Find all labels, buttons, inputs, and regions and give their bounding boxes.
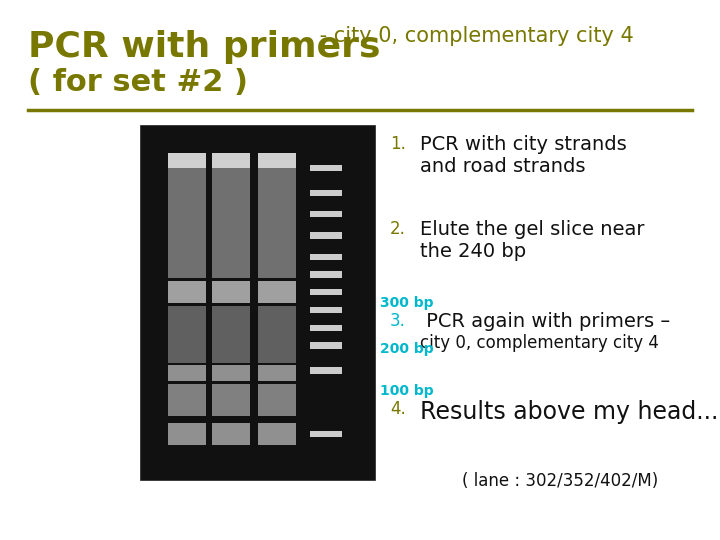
FancyBboxPatch shape bbox=[168, 364, 206, 381]
FancyBboxPatch shape bbox=[212, 153, 250, 167]
FancyBboxPatch shape bbox=[168, 281, 206, 302]
FancyBboxPatch shape bbox=[310, 431, 342, 437]
Text: 1.: 1. bbox=[390, 135, 406, 153]
FancyBboxPatch shape bbox=[258, 281, 296, 302]
Text: Elute the gel slice near: Elute the gel slice near bbox=[420, 220, 644, 239]
Text: 2.: 2. bbox=[390, 220, 406, 238]
FancyBboxPatch shape bbox=[212, 384, 250, 416]
Text: city 0, complementary city 4: city 0, complementary city 4 bbox=[420, 334, 659, 353]
FancyBboxPatch shape bbox=[168, 167, 206, 278]
FancyBboxPatch shape bbox=[310, 325, 342, 331]
Text: the 240 bp: the 240 bp bbox=[420, 242, 526, 261]
FancyBboxPatch shape bbox=[310, 190, 342, 196]
FancyBboxPatch shape bbox=[310, 211, 342, 217]
Text: 100 bp: 100 bp bbox=[380, 384, 433, 399]
FancyBboxPatch shape bbox=[212, 364, 250, 381]
Text: 4.: 4. bbox=[390, 400, 406, 418]
FancyBboxPatch shape bbox=[168, 306, 206, 363]
FancyBboxPatch shape bbox=[258, 364, 296, 381]
Text: and road strands: and road strands bbox=[420, 157, 585, 177]
Text: PCR again with primers –: PCR again with primers – bbox=[420, 312, 670, 331]
FancyBboxPatch shape bbox=[258, 423, 296, 444]
FancyBboxPatch shape bbox=[258, 384, 296, 416]
Text: ( for set #2 ): ( for set #2 ) bbox=[28, 68, 248, 97]
Text: 200 bp: 200 bp bbox=[380, 342, 433, 356]
FancyBboxPatch shape bbox=[310, 342, 342, 349]
FancyBboxPatch shape bbox=[258, 306, 296, 363]
Text: Results above my head...: Results above my head... bbox=[420, 400, 719, 424]
FancyBboxPatch shape bbox=[310, 165, 342, 171]
FancyBboxPatch shape bbox=[212, 306, 250, 363]
Text: - city 0, complementary city 4: - city 0, complementary city 4 bbox=[313, 26, 634, 46]
FancyBboxPatch shape bbox=[168, 384, 206, 416]
Text: ( lane : 302/352/402/M): ( lane : 302/352/402/M) bbox=[462, 472, 658, 490]
FancyBboxPatch shape bbox=[258, 167, 296, 278]
FancyBboxPatch shape bbox=[310, 271, 342, 278]
FancyBboxPatch shape bbox=[212, 167, 250, 278]
FancyBboxPatch shape bbox=[310, 307, 342, 313]
Text: PCR with city strands: PCR with city strands bbox=[420, 135, 626, 154]
Text: 3.: 3. bbox=[390, 312, 406, 330]
FancyBboxPatch shape bbox=[168, 423, 206, 444]
FancyBboxPatch shape bbox=[140, 125, 375, 480]
FancyBboxPatch shape bbox=[212, 281, 250, 302]
FancyBboxPatch shape bbox=[212, 423, 250, 444]
FancyBboxPatch shape bbox=[168, 153, 206, 167]
Text: 300 bp: 300 bp bbox=[380, 295, 433, 309]
FancyBboxPatch shape bbox=[310, 289, 342, 295]
FancyBboxPatch shape bbox=[310, 232, 342, 239]
Text: PCR with primers: PCR with primers bbox=[28, 30, 380, 64]
FancyBboxPatch shape bbox=[310, 367, 342, 374]
FancyBboxPatch shape bbox=[310, 253, 342, 260]
FancyBboxPatch shape bbox=[258, 153, 296, 167]
